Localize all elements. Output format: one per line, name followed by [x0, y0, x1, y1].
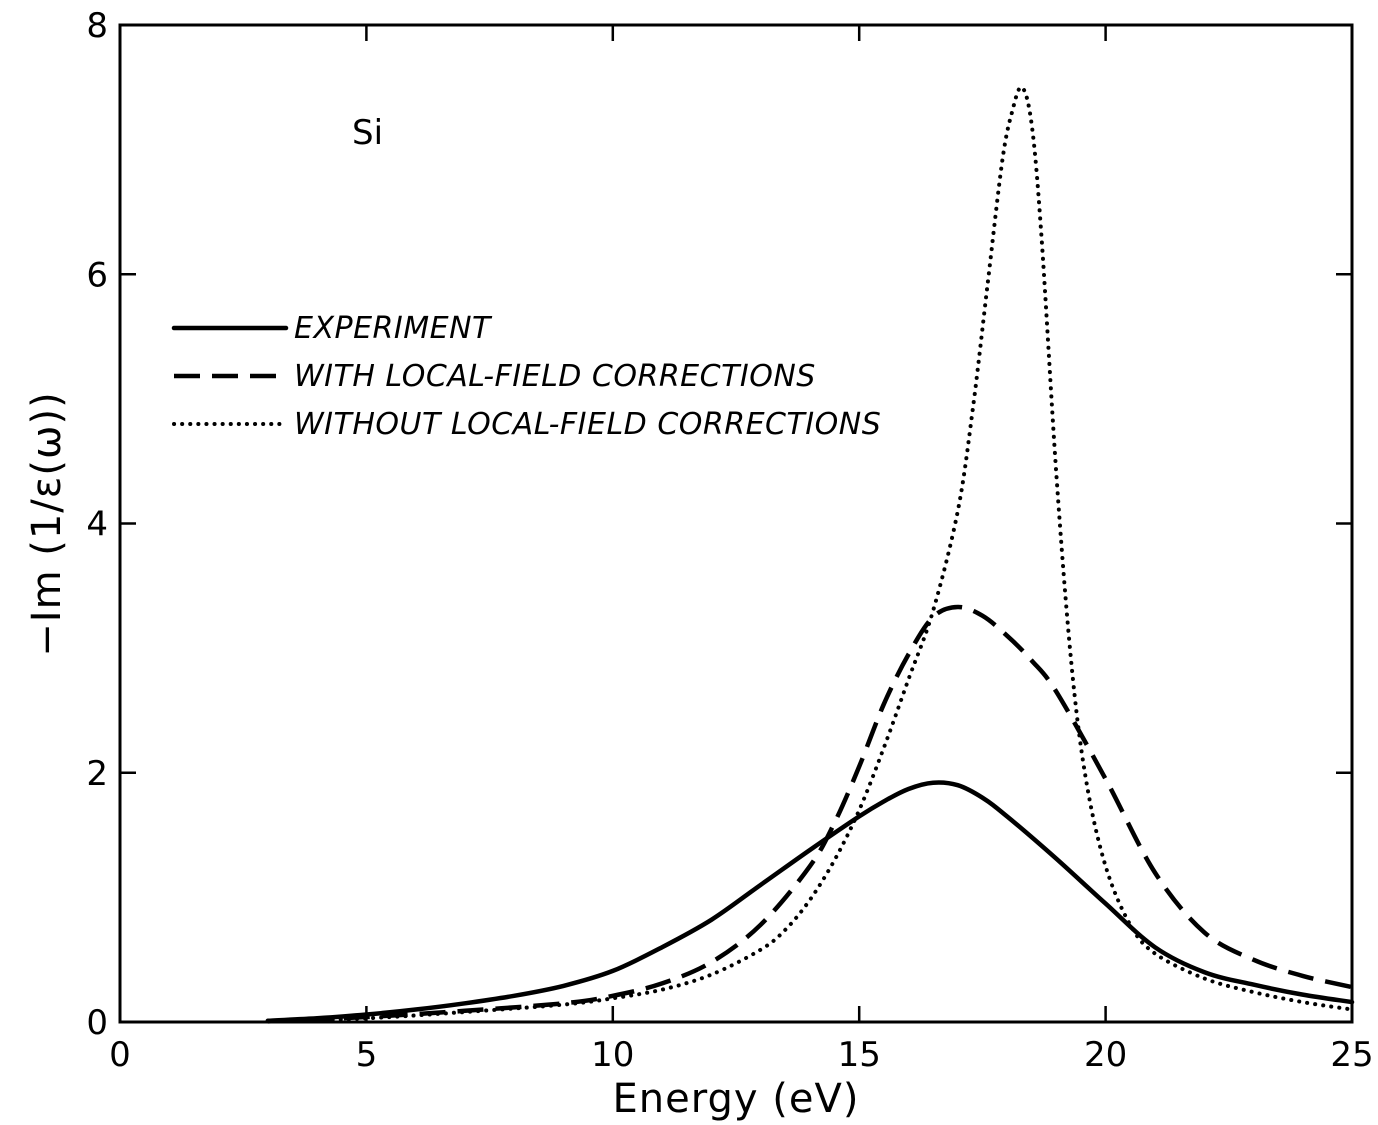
material-annotation: Si: [352, 113, 383, 153]
series-line-experiment: [265, 780, 1355, 1024]
x-axis-ticks: 0 5 10 15 20 25: [109, 25, 1374, 1075]
series-layer: [265, 85, 1355, 1024]
legend: EXPERIMENT WITH LOCAL-FIELD CORRECTIONS WI…: [171, 311, 881, 442]
x-tick-label: 5: [356, 1035, 378, 1075]
x-tick-label: 10: [591, 1035, 634, 1075]
plot-border: [118, 23, 1354, 1024]
y-axis-title: −Im (1/ε(ω)): [24, 391, 70, 656]
y-tick-label: 8: [86, 6, 108, 46]
legend-label-experiment: EXPERIMENT: [294, 311, 493, 346]
plot-frame: [118, 23, 1354, 1024]
y-tick-label: 6: [86, 255, 108, 295]
y-tick-label: 4: [86, 505, 108, 545]
x-tick-label: 0: [109, 1035, 131, 1075]
series-line-without-local-field-corrections: [265, 85, 1354, 1024]
x-tick-label: 20: [1084, 1035, 1127, 1075]
y-axis-ticks: 0 2 4 6 8: [86, 6, 1352, 1043]
x-axis-title: Energy (eV): [613, 1076, 860, 1122]
y-tick-label: 0: [86, 1003, 108, 1043]
legend-label-without-local-field-corrections: WITHOUT LOCAL-FIELD CORRECTIONS: [294, 407, 881, 442]
x-tick-label: 25: [1330, 1035, 1373, 1075]
series-line-with-local-field-corrections: [267, 604, 1353, 1024]
legend-label-with-local-field-corrections: WITH LOCAL-FIELD CORRECTIONS: [294, 359, 816, 394]
x-tick-label: 15: [838, 1035, 881, 1075]
y-tick-label: 2: [86, 754, 108, 794]
